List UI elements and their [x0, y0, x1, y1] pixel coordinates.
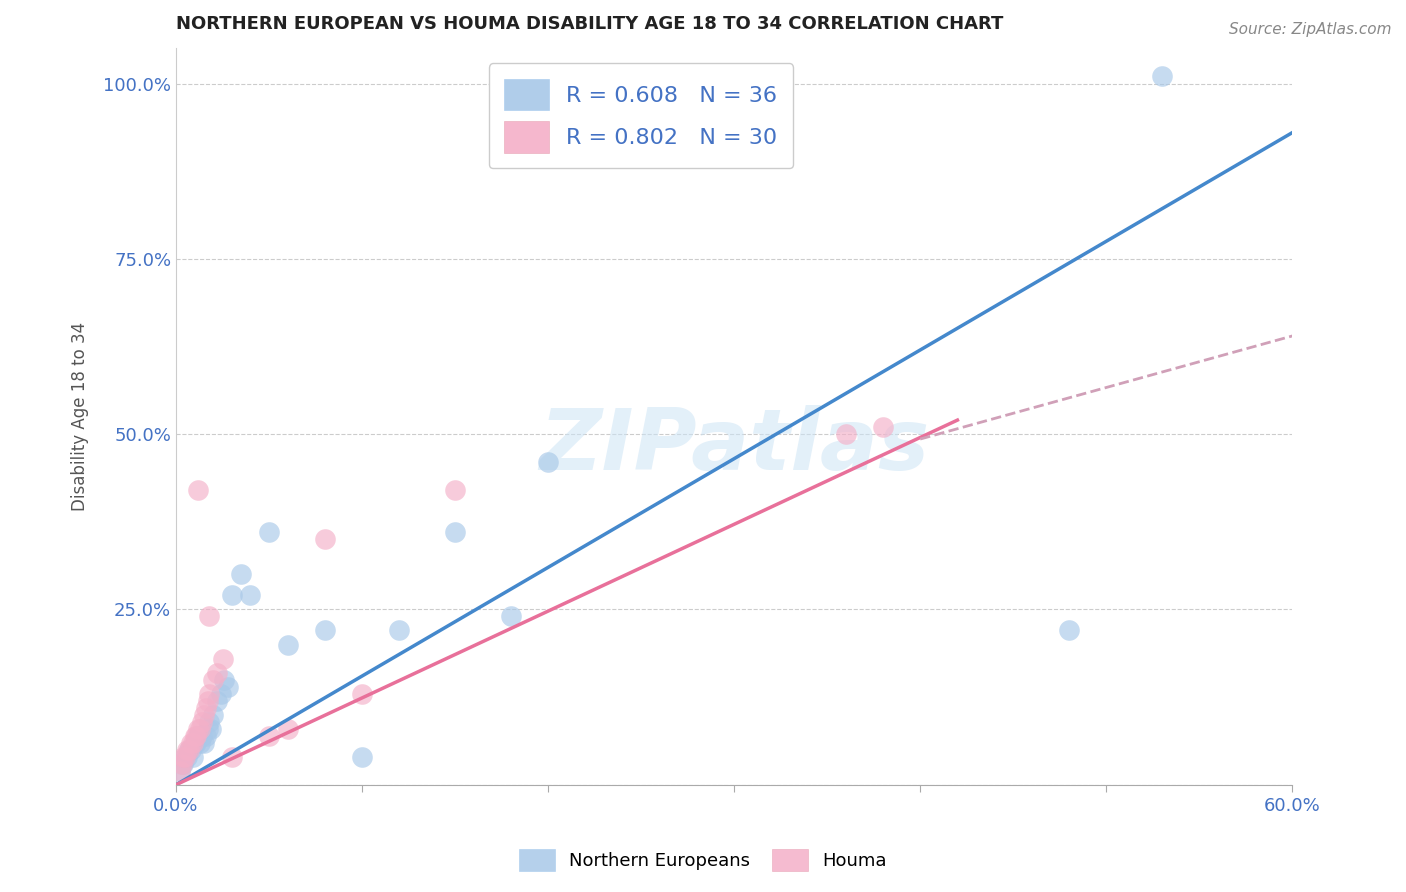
Point	[202, 707, 225, 722]
Point	[214, 673, 236, 687]
Point	[211, 651, 233, 665]
Point	[205, 693, 228, 707]
Point	[177, 742, 200, 756]
Point	[169, 764, 191, 778]
Point	[257, 525, 280, 540]
Point	[191, 729, 214, 743]
Point	[193, 707, 215, 722]
Point	[180, 742, 202, 756]
Point	[1152, 70, 1174, 84]
Point	[170, 756, 193, 771]
Point	[172, 756, 194, 771]
Point	[194, 729, 217, 743]
Point	[176, 749, 198, 764]
Point	[187, 483, 209, 498]
Point	[177, 742, 200, 756]
Point	[181, 736, 204, 750]
Point	[221, 589, 243, 603]
Point	[186, 729, 208, 743]
Point	[277, 722, 299, 736]
Point	[172, 749, 194, 764]
Point	[188, 722, 211, 736]
Point	[174, 749, 197, 764]
Point	[444, 483, 467, 498]
Point	[187, 722, 209, 736]
Point	[198, 609, 221, 624]
Point	[314, 624, 336, 638]
Point	[872, 420, 894, 434]
Point	[176, 742, 198, 756]
Point	[197, 693, 219, 707]
Point	[197, 722, 219, 736]
Point	[835, 427, 858, 442]
Legend: R = 0.608   N = 36, R = 0.802   N = 30: R = 0.608 N = 36, R = 0.802 N = 30	[488, 63, 793, 169]
Point	[202, 673, 225, 687]
Point	[181, 749, 204, 764]
Point	[186, 736, 208, 750]
Point	[194, 700, 217, 714]
Point	[444, 525, 467, 540]
Point	[193, 736, 215, 750]
Text: ZIPatlas: ZIPatlas	[538, 405, 929, 488]
Point	[499, 609, 522, 624]
Point	[388, 624, 411, 638]
Point	[183, 729, 205, 743]
Y-axis label: Disability Age 18 to 34: Disability Age 18 to 34	[72, 322, 89, 511]
Point	[200, 722, 222, 736]
Point	[239, 589, 262, 603]
Point	[187, 729, 209, 743]
Point	[314, 533, 336, 547]
Point	[198, 687, 221, 701]
Point	[205, 665, 228, 680]
Point	[229, 567, 252, 582]
Point	[169, 764, 191, 778]
Point	[198, 714, 221, 729]
Point	[352, 749, 374, 764]
Point	[352, 687, 374, 701]
Point	[188, 736, 211, 750]
Point	[180, 736, 202, 750]
Legend: Northern Europeans, Houma: Northern Europeans, Houma	[512, 842, 894, 879]
Text: Source: ZipAtlas.com: Source: ZipAtlas.com	[1229, 22, 1392, 37]
Point	[221, 749, 243, 764]
Point	[277, 638, 299, 652]
Point	[174, 749, 197, 764]
Point	[537, 455, 560, 469]
Point	[191, 714, 214, 729]
Point	[257, 729, 280, 743]
Point	[183, 736, 205, 750]
Point	[209, 687, 232, 701]
Point	[170, 756, 193, 771]
Point	[217, 680, 239, 694]
Point	[1057, 624, 1080, 638]
Text: NORTHERN EUROPEAN VS HOUMA DISABILITY AGE 18 TO 34 CORRELATION CHART: NORTHERN EUROPEAN VS HOUMA DISABILITY AG…	[176, 15, 1004, 33]
